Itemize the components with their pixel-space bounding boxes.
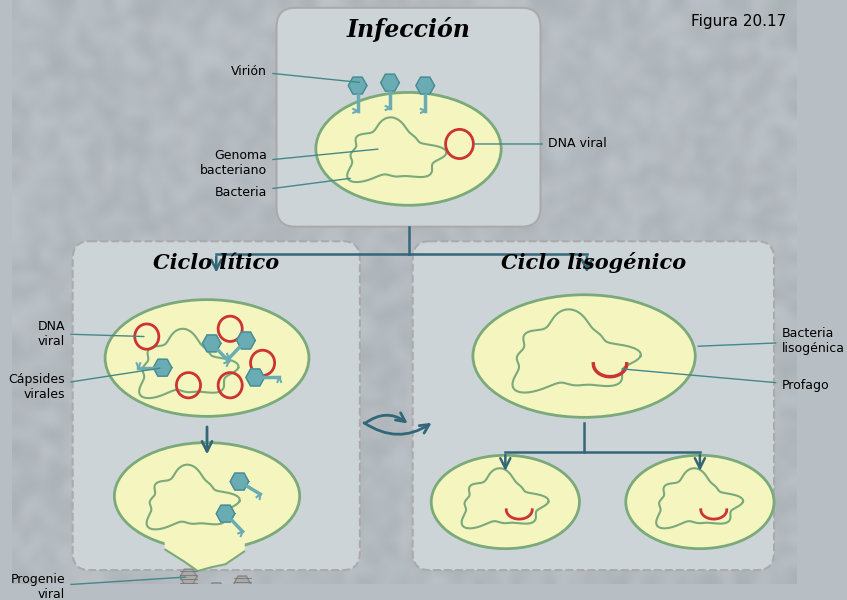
Text: Progenie
viral: Progenie viral bbox=[11, 572, 185, 600]
Polygon shape bbox=[153, 359, 172, 376]
Polygon shape bbox=[165, 540, 244, 571]
Text: Genoma
bacteriano: Genoma bacteriano bbox=[200, 149, 378, 178]
Polygon shape bbox=[234, 576, 251, 591]
Text: DNA
viral: DNA viral bbox=[38, 320, 144, 347]
Text: Profago: Profago bbox=[622, 369, 829, 392]
Polygon shape bbox=[208, 583, 224, 598]
Text: Infección: Infección bbox=[346, 17, 470, 41]
Ellipse shape bbox=[114, 443, 300, 550]
Ellipse shape bbox=[431, 455, 579, 548]
Text: Bacteria
lisogénica: Bacteria lisogénica bbox=[698, 328, 844, 355]
Text: Ciclo lítico: Ciclo lítico bbox=[153, 253, 280, 272]
Text: Cápsides
virales: Cápsides virales bbox=[8, 368, 160, 401]
Polygon shape bbox=[216, 505, 235, 522]
FancyBboxPatch shape bbox=[412, 241, 774, 570]
Text: Figura 20.17: Figura 20.17 bbox=[691, 14, 786, 29]
Ellipse shape bbox=[105, 299, 309, 416]
Ellipse shape bbox=[626, 455, 774, 548]
Ellipse shape bbox=[473, 295, 695, 418]
Polygon shape bbox=[348, 77, 367, 94]
Text: Bacteria: Bacteria bbox=[215, 178, 350, 199]
Polygon shape bbox=[230, 473, 249, 490]
Polygon shape bbox=[246, 369, 264, 386]
Polygon shape bbox=[416, 77, 435, 94]
Polygon shape bbox=[236, 332, 255, 349]
Text: Virión: Virión bbox=[231, 65, 359, 82]
Text: DNA viral: DNA viral bbox=[474, 137, 606, 151]
FancyBboxPatch shape bbox=[73, 241, 360, 570]
Polygon shape bbox=[202, 335, 221, 352]
Polygon shape bbox=[380, 74, 399, 91]
Ellipse shape bbox=[316, 92, 501, 205]
Polygon shape bbox=[180, 569, 197, 584]
FancyBboxPatch shape bbox=[276, 8, 540, 227]
Text: Ciclo lisogénico: Ciclo lisogénico bbox=[501, 252, 686, 273]
